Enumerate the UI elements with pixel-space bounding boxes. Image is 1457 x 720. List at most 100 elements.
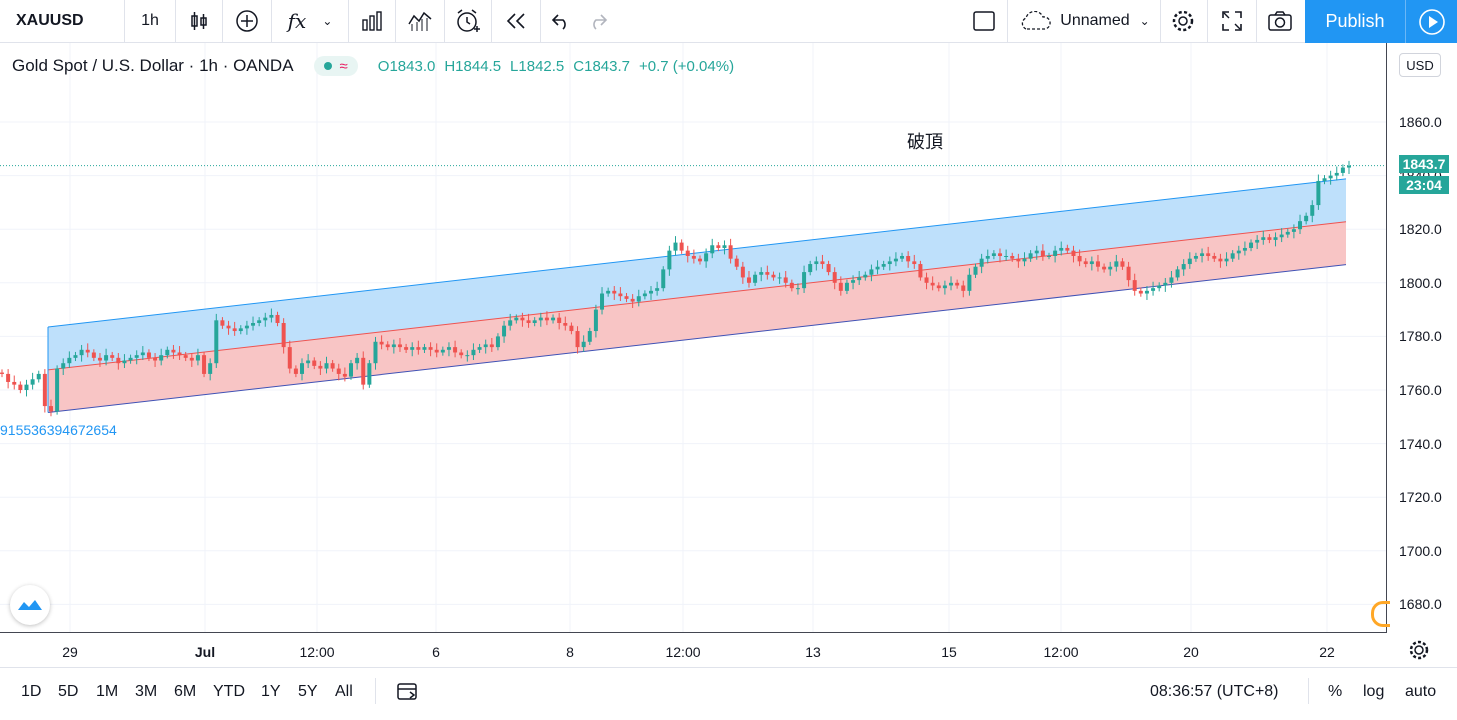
candle-body	[489, 344, 494, 348]
candle-body	[759, 272, 764, 275]
percent-toggle[interactable]: %	[1328, 683, 1343, 700]
candle-body	[281, 323, 286, 348]
candle-body	[508, 320, 513, 326]
candle-body	[912, 261, 917, 265]
candle-body	[1236, 250, 1241, 254]
interval-button[interactable]: 1h	[125, 0, 175, 42]
publish-play-button[interactable]	[1405, 0, 1457, 43]
range-button-1m[interactable]: 1M	[96, 683, 119, 700]
compare-add-icon[interactable]	[223, 0, 271, 42]
candle-body	[336, 368, 341, 374]
tradingview-logo[interactable]	[10, 585, 50, 625]
range-button-1d[interactable]: 1D	[21, 683, 42, 700]
candle-body	[1010, 256, 1015, 259]
candle-body	[1200, 253, 1205, 256]
interval-label: 1h	[141, 12, 159, 29]
annotation-text[interactable]: 破頂	[907, 132, 943, 153]
channel-lower-band	[48, 221, 1346, 413]
replay-icon[interactable]	[492, 0, 540, 42]
candle-body	[465, 355, 470, 357]
candle-body	[471, 349, 476, 356]
candle-body	[459, 352, 464, 356]
candle-body	[728, 245, 733, 259]
time-label: Jul	[194, 644, 216, 660]
candle-body	[1102, 266, 1107, 270]
price-chart[interactable]	[0, 43, 1386, 632]
time-label: 29	[62, 644, 78, 660]
date-range-icon[interactable]	[396, 680, 420, 707]
undo-icon[interactable]	[543, 0, 579, 42]
candle-body	[1316, 180, 1321, 206]
range-button-ytd[interactable]: YTD	[213, 683, 245, 700]
candle-body	[1334, 172, 1339, 176]
price-axis[interactable]	[1386, 43, 1457, 633]
status-pill[interactable]: ≈	[313, 56, 358, 76]
range-button-5d[interactable]: 5D	[58, 683, 79, 700]
log-toggle[interactable]: log	[1363, 683, 1385, 700]
candle-body	[1291, 229, 1296, 232]
fullscreen-select-icon[interactable]	[962, 0, 1006, 42]
redo-icon[interactable]	[580, 0, 616, 42]
candle-style-icon[interactable]	[176, 0, 222, 42]
candle-body	[900, 256, 905, 259]
economic-events-icon[interactable]	[1371, 601, 1390, 627]
publish-button[interactable]: Publish	[1305, 0, 1405, 43]
cloud-icon	[1022, 11, 1051, 30]
candle-body	[600, 293, 605, 310]
candle-body	[551, 317, 556, 321]
camera-icon[interactable]	[1257, 0, 1303, 42]
settings-gear-icon[interactable]	[1161, 0, 1205, 42]
countdown-badge: 23:04	[1399, 176, 1449, 194]
candle-body	[257, 320, 262, 323]
symbol-search[interactable]: XAUUSD	[0, 0, 126, 42]
chart-settings-gear-icon[interactable]	[1407, 638, 1431, 667]
candle-body	[642, 293, 647, 297]
candle-body	[1053, 250, 1058, 256]
alert-clock-icon[interactable]	[445, 0, 491, 42]
candle-body	[1340, 167, 1345, 173]
layout-name: Unnamed	[1060, 12, 1130, 29]
candle-body	[991, 253, 996, 256]
range-button-3m[interactable]: 3M	[135, 683, 158, 700]
candle-body	[1169, 277, 1174, 283]
candle-body	[440, 349, 445, 353]
currency-button[interactable]: USD	[1399, 53, 1441, 77]
symbol-label: XAUUSD	[16, 12, 84, 29]
fullscreen-icon[interactable]	[1208, 0, 1256, 42]
auto-toggle[interactable]: auto	[1405, 683, 1437, 700]
bars-icon[interactable]	[349, 0, 395, 42]
candle-body	[1230, 253, 1235, 259]
range-button-1y[interactable]: 1Y	[261, 683, 281, 700]
candle-body	[1279, 234, 1284, 238]
candle-body	[1022, 258, 1027, 262]
candle-body	[263, 317, 268, 321]
indicators-button[interactable]: fx ⌄	[272, 0, 348, 42]
approx-icon: ≈	[339, 57, 348, 75]
candle-body	[30, 379, 35, 385]
candle-body	[1034, 250, 1039, 254]
templates-icon[interactable]	[396, 0, 444, 42]
candle-body	[857, 277, 862, 281]
range-button-6m[interactable]: 6M	[174, 683, 197, 700]
layout-menu[interactable]: Unnamed ⌄	[1008, 0, 1160, 42]
time-axis[interactable]	[0, 632, 1386, 667]
candle-body	[691, 256, 696, 259]
candle-body	[110, 355, 115, 358]
candle-body	[771, 274, 776, 278]
candle-body	[710, 245, 715, 254]
candle-body	[979, 258, 984, 267]
candle-body	[477, 347, 482, 350]
candle-body	[1028, 253, 1033, 259]
candle-body	[397, 344, 402, 348]
clock-label[interactable]: 08:36:57 (UTC+8)	[1150, 683, 1279, 700]
candle-body	[1004, 256, 1009, 257]
range-button-5y[interactable]: 5Y	[298, 683, 318, 700]
candle-body	[587, 331, 592, 342]
candle-body	[1114, 261, 1119, 267]
candle-body	[746, 277, 751, 283]
price-label: 1700.0	[1399, 542, 1442, 559]
candle-body	[1347, 165, 1351, 168]
candle-body	[453, 347, 458, 353]
candle-body	[514, 317, 519, 321]
range-button-all[interactable]: All	[335, 683, 353, 700]
